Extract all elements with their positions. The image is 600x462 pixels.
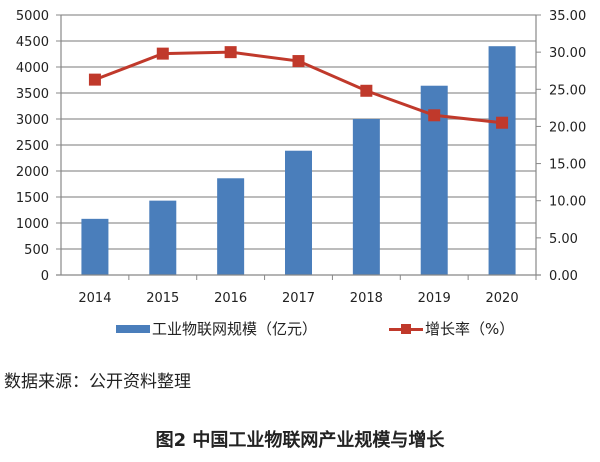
left-axis-tick-label: 3500 [16, 87, 49, 102]
x-axis-tick-label: 2014 [78, 291, 111, 306]
line-marker [428, 109, 441, 122]
line-marker [88, 73, 101, 86]
bar-series [81, 46, 516, 276]
line-series [88, 46, 509, 129]
bar [488, 46, 516, 276]
bar [81, 218, 109, 275]
legend-label-growth: 增长率（%） [425, 320, 515, 338]
gridlines [61, 14, 536, 250]
right-axis-tick-label: 25.00 [549, 83, 586, 98]
right-axis-tick-label: 15.00 [549, 158, 586, 173]
x-axis-tick-label: 2018 [350, 291, 383, 306]
left-axis-tick-label: 4000 [16, 61, 49, 76]
line-marker [496, 116, 509, 129]
line-marker-swatch-icon [389, 323, 424, 334]
bar [217, 178, 245, 275]
left-axis-tick-label: 2000 [16, 165, 49, 180]
left-axis-tick-label: 1500 [16, 191, 49, 206]
bar [352, 119, 380, 275]
line-marker [292, 55, 305, 68]
left-axis-tick-label: 0 [41, 269, 49, 284]
bar [285, 150, 312, 275]
x-axis-tick-label: 2015 [146, 291, 179, 306]
x-axis-tick-label: 2017 [282, 291, 315, 306]
left-axis-tick-label: 3000 [16, 113, 49, 128]
legend-item-scale: 工业物联网规模（亿元） [116, 318, 317, 339]
axes [56, 14, 541, 280]
left-axis-tick-label: 5000 [16, 9, 49, 24]
right-axis-tick-label: 0.00 [549, 269, 578, 284]
x-axis-tick-label: 2020 [486, 291, 519, 306]
left-axis-tick-label: 2500 [16, 139, 49, 154]
right-axis-tick-label: 30.00 [549, 46, 586, 61]
right-axis-tick-label: 10.00 [549, 195, 586, 210]
x-axis-tick-label: 2019 [418, 291, 451, 306]
legend-item-growth: 增长率（%） [389, 318, 514, 339]
left-axis-tick-label: 1000 [16, 217, 49, 232]
legend: 工业物联网规模（亿元） 增长率（%） [116, 318, 514, 339]
data-source-note: 数据来源：公开资料整理 [4, 372, 191, 392]
right-axis-tick-label: 20.00 [549, 120, 586, 135]
line-marker [156, 47, 169, 60]
left-axis-tick-label: 4500 [16, 35, 49, 50]
bar-swatch-icon [116, 324, 150, 333]
right-axis-tick-label: 35.00 [549, 9, 586, 24]
line-marker [224, 46, 237, 59]
figure-caption: 图2 中国工业物联网产业规模与增长 [155, 430, 445, 451]
line-marker [360, 84, 373, 97]
left-axis-tick-label: 500 [24, 243, 49, 258]
combo-chart: 0 500 1000 1500 2000 2500 3000 3500 4000 4500 5000… [16, 9, 586, 306]
axis-labels: 0 500 1000 1500 2000 2500 3000 3500 4000 4500 5000… [16, 9, 586, 306]
right-axis-tick-label: 5.00 [549, 232, 578, 247]
legend-label-scale: 工业物联网规模（亿元） [152, 320, 318, 338]
x-axis-tick-label: 2016 [214, 291, 247, 306]
bar [149, 200, 177, 275]
